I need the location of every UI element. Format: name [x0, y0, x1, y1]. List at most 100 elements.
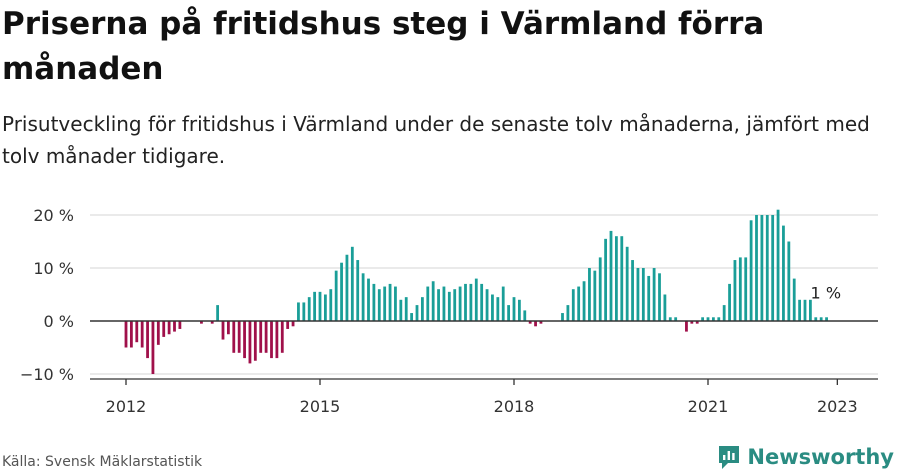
bar	[313, 291, 317, 321]
bar	[755, 215, 758, 321]
bar	[367, 278, 370, 321]
bar	[792, 278, 796, 321]
bar	[216, 305, 220, 321]
bar	[307, 297, 311, 321]
bar	[485, 289, 489, 321]
y-axis-ticks: 20 % 10 % 0 % −10 %	[20, 206, 74, 384]
annotations: 1 %	[811, 283, 841, 302]
bar	[771, 215, 775, 321]
bar	[162, 321, 166, 337]
y-tick-label: 10 %	[33, 259, 74, 278]
bar	[641, 268, 645, 321]
bar	[156, 321, 160, 345]
y-tick-label: 20 %	[33, 206, 74, 225]
bar	[728, 283, 731, 321]
bar	[658, 273, 661, 321]
bar	[340, 262, 343, 321]
bar	[173, 321, 176, 332]
bar	[356, 260, 360, 321]
bar	[124, 321, 128, 348]
x-tick-label: 2018	[494, 397, 535, 416]
bar	[480, 283, 484, 321]
bar	[135, 321, 139, 343]
bar	[528, 321, 532, 324]
bar	[582, 281, 586, 321]
bar	[302, 302, 306, 321]
bar	[286, 321, 290, 329]
chart-title: Priserna på fritidshus steg i Värmland f…	[2, 6, 765, 87]
bar	[701, 317, 705, 321]
y-tick-label: 0 %	[44, 312, 74, 331]
bar	[722, 305, 726, 321]
bar	[507, 305, 511, 321]
chart-subtitle: Prisutveckling för fritidshus i Värmland…	[2, 112, 870, 168]
bar	[399, 299, 403, 321]
bar	[464, 283, 467, 321]
bar	[539, 321, 543, 324]
bar	[275, 321, 279, 359]
bar	[593, 270, 597, 321]
newsworthy-logo-icon	[719, 446, 740, 469]
bar	[496, 297, 500, 321]
bar	[259, 321, 263, 353]
bar	[798, 299, 802, 321]
bar	[819, 317, 823, 321]
x-tick-label: 2021	[688, 397, 729, 416]
last-value-label: 1 %	[811, 283, 841, 302]
bar	[474, 278, 478, 321]
bar	[765, 215, 769, 321]
bar	[674, 317, 678, 321]
bar	[782, 225, 785, 321]
bar	[221, 321, 225, 340]
bar	[647, 275, 651, 321]
bar	[329, 289, 333, 321]
bar	[620, 236, 624, 321]
bar	[291, 321, 295, 327]
bar	[237, 321, 241, 353]
source-note: Källa: Svensk Mäklarstatistik	[2, 454, 203, 470]
bar	[749, 220, 753, 321]
bar	[270, 321, 273, 359]
bar	[146, 321, 149, 359]
bar	[561, 313, 564, 321]
bar	[695, 321, 699, 324]
brand-logo: Newsworthy	[717, 442, 894, 472]
bar	[151, 321, 155, 374]
bar	[437, 289, 440, 321]
bar	[415, 305, 419, 321]
bar	[167, 321, 171, 335]
bar	[814, 317, 818, 321]
bar	[318, 291, 322, 321]
bar	[717, 317, 721, 321]
bar	[280, 321, 284, 353]
brand-name: Newsworthy	[747, 445, 894, 469]
bar	[431, 281, 435, 321]
axes	[90, 320, 878, 380]
bar	[711, 317, 715, 321]
bar	[248, 321, 252, 364]
bar-chart: 20 % 10 % 0 % −10 % 2012 2015 2018 2021 2023 1 …	[20, 206, 878, 416]
bar	[372, 283, 376, 321]
x-tick-label: 2023	[817, 397, 858, 416]
bar	[226, 321, 230, 335]
bar	[426, 286, 430, 321]
bar	[388, 283, 392, 321]
bar	[577, 286, 581, 321]
bar	[243, 321, 246, 359]
bar	[614, 236, 618, 321]
bar	[685, 321, 688, 332]
bar	[264, 321, 268, 353]
bar	[808, 299, 812, 321]
bar	[588, 268, 591, 321]
x-tick-label: 2015	[300, 397, 341, 416]
bar	[200, 321, 203, 324]
x-axis-ticks: 2012 2015 2018 2021 2023	[106, 379, 858, 416]
bar	[404, 297, 408, 321]
bar	[631, 260, 634, 321]
bar	[733, 260, 737, 321]
bar	[442, 286, 446, 321]
bar	[690, 321, 694, 324]
bar	[776, 209, 780, 321]
bar	[410, 313, 414, 321]
bar	[361, 273, 365, 321]
